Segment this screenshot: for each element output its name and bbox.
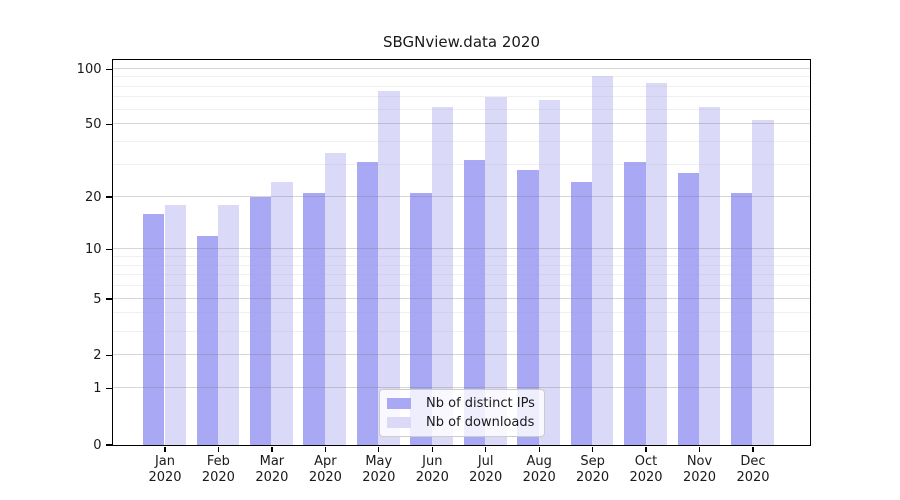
x-tick-label-sep: Sep 2020: [576, 454, 610, 485]
x-tick-mark-jun: [431, 446, 433, 452]
y-tick-mark-100: [105, 68, 112, 70]
gridline-3: [112, 330, 810, 332]
bar-downloads-may: [378, 90, 400, 445]
y-tick-mark-10: [105, 249, 112, 251]
x-tick-label-mar: Mar 2020: [255, 454, 289, 485]
gridline-8: [112, 264, 810, 266]
bar-distinct-ips-dec: [731, 192, 753, 445]
gridline-70: [112, 96, 810, 98]
x-tick-mark-sep: [591, 446, 594, 452]
x-tick-label-apr: Apr 2020: [308, 454, 342, 485]
bar-downloads-jun: [431, 107, 454, 445]
bar-downloads-jul: [485, 97, 507, 445]
bar-distinct-ips-oct: [624, 162, 646, 445]
bar-distinct-ips-nov: [677, 173, 699, 445]
y-tick-mark-1: [105, 387, 112, 390]
bar-downloads-apr: [324, 152, 347, 445]
bar-distinct-ips-jul: [463, 159, 486, 445]
bar-distinct-ips-jan: [143, 213, 165, 445]
bar-distinct-ips-sep: [570, 182, 593, 445]
y-tick-mark-5: [105, 298, 112, 300]
bar-downloads-sep: [592, 76, 614, 445]
x-tick-label-jul: Jul 2020: [469, 454, 503, 485]
y-tick-label-50: 50: [84, 117, 102, 133]
bar-distinct-ips-may: [356, 162, 379, 445]
plot-area: [111, 58, 811, 446]
bar-downloads-mar: [271, 182, 293, 445]
bar-downloads-aug: [538, 99, 561, 445]
legend-label-distinct-ips: Nb of distinct IPs: [426, 396, 535, 411]
bar-downloads-nov: [699, 107, 721, 445]
x-tick-label-nov: Nov 2020: [682, 454, 717, 485]
bar-downloads-jan: [164, 204, 186, 445]
y-tick-mark-50: [105, 124, 112, 126]
x-tick-label-dec: Dec 2020: [736, 454, 770, 485]
gridline-2: [112, 354, 810, 355]
bar-distinct-ips-apr: [303, 192, 325, 445]
x-tick-mark-dec: [752, 446, 754, 452]
y-tick-label-1: 1: [93, 381, 102, 397]
legend: Nb of distinct IPs Nb of downloads: [379, 389, 545, 437]
bar-distinct-ips-feb: [196, 235, 218, 445]
x-tick-mark-aug: [538, 446, 540, 452]
gridline-9: [112, 256, 810, 257]
x-tick-label-oct: Oct 2020: [629, 454, 663, 485]
gridline-6: [112, 285, 810, 286]
chart-title: SBGNview.data 2020: [382, 33, 541, 51]
x-tick-mark-feb: [217, 446, 220, 452]
legend-swatch-distinct-ips-icon: [387, 398, 411, 409]
x-tick-label-feb: Feb 2020: [201, 454, 235, 485]
y-tick-label-100: 100: [76, 61, 102, 77]
gridline-80: [112, 85, 810, 87]
x-tick-label-jan: Jan 2020: [148, 454, 182, 485]
y-tick-label-2: 2: [93, 348, 102, 363]
legend-label-downloads: Nb of downloads: [426, 415, 535, 430]
gridline-4: [112, 312, 810, 314]
x-tick-label-jun: Jun 2020: [415, 454, 449, 485]
y-tick-label-5: 5: [93, 291, 102, 307]
gridline-10: [112, 248, 810, 250]
y-tick-mark-2: [105, 354, 112, 357]
x-tick-mark-apr: [324, 446, 327, 452]
x-tick-mark-nov: [698, 446, 701, 452]
x-tick-mark-may: [378, 446, 380, 452]
gridline-60: [112, 108, 810, 110]
y-tick-mark-20: [105, 196, 112, 198]
x-tick-mark-jan: [164, 446, 166, 452]
bar-distinct-ips-jun: [410, 192, 432, 445]
x-tick-mark-jul: [485, 446, 487, 452]
legend-item-downloads: Nb of downloads: [387, 415, 544, 430]
y-tick-label-20: 20: [84, 189, 102, 205]
legend-item-distinct-ips: Nb of distinct IPs: [387, 396, 544, 411]
gridline-20: [112, 195, 810, 197]
gridline-1: [112, 387, 810, 389]
x-tick-label-may: May 2020: [362, 454, 396, 485]
y-tick-label-10: 10: [84, 242, 102, 258]
gridline-30: [112, 163, 810, 165]
x-tick-mark-mar: [271, 446, 273, 452]
gridline-7: [112, 274, 810, 276]
bar-downloads-feb: [217, 204, 240, 445]
gridline-50: [112, 123, 810, 125]
bar-distinct-ips-mar: [250, 196, 272, 445]
gridline-5: [112, 297, 810, 299]
legend-swatch-downloads-icon: [387, 417, 411, 428]
bar-distinct-ips-aug: [517, 170, 539, 445]
gridline-40: [112, 141, 810, 143]
x-tick-label-aug: Aug 2020: [522, 454, 556, 485]
gridline-100: [112, 67, 810, 69]
x-tick-mark-oct: [645, 446, 647, 452]
y-tick-mark-0: [105, 444, 112, 446]
y-tick-label-0: 0: [93, 437, 102, 453]
bar-downloads-oct: [645, 82, 667, 445]
gridline-90: [112, 76, 810, 78]
bar-downloads-dec: [752, 119, 774, 445]
